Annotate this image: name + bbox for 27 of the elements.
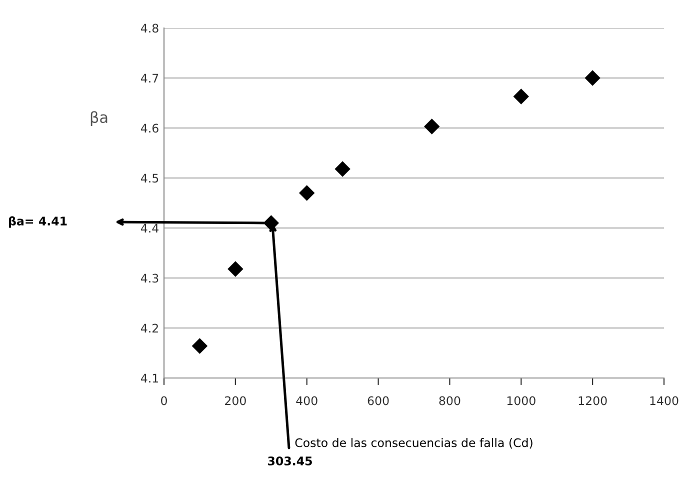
point — [335, 161, 350, 177]
y-tick-label: 4.1 — [140, 374, 158, 382]
x-tick-label: 400 — [296, 396, 318, 406]
x-tick-label: 1400 — [650, 396, 678, 406]
point — [514, 88, 529, 104]
y-tick-label: 4.3 — [140, 274, 158, 283]
text: βa= 4.41 — [8, 216, 67, 228]
point — [585, 70, 600, 86]
x-tick-label: 1200 — [578, 396, 607, 406]
x-tick-label: 1000 — [507, 396, 536, 406]
annotation: 303.45 — [268, 456, 312, 466]
x-tick-label: 800 — [439, 396, 460, 406]
y-tick-label: 4.7 — [140, 74, 158, 82]
y-tick-label: 4.6 — [140, 124, 158, 133]
x-tick-label: 0 — [161, 396, 167, 406]
point — [299, 185, 314, 201]
y-tick-label: 4.8 — [140, 24, 158, 33]
x-tick-label: 600 — [368, 396, 389, 406]
y-tick-label: 4.5 — [140, 174, 158, 183]
y-tick-label: 4.4 — [140, 224, 158, 232]
y-axis-title: βa — [90, 111, 108, 126]
y-tick-label: 4.2 — [140, 324, 158, 332]
point — [192, 338, 208, 354]
x-axis-title: Costo de las consecuencias de falla (Cd) — [295, 438, 532, 449]
point — [228, 261, 243, 277]
point — [424, 118, 440, 134]
x-tick-label: 200 — [225, 396, 246, 406]
